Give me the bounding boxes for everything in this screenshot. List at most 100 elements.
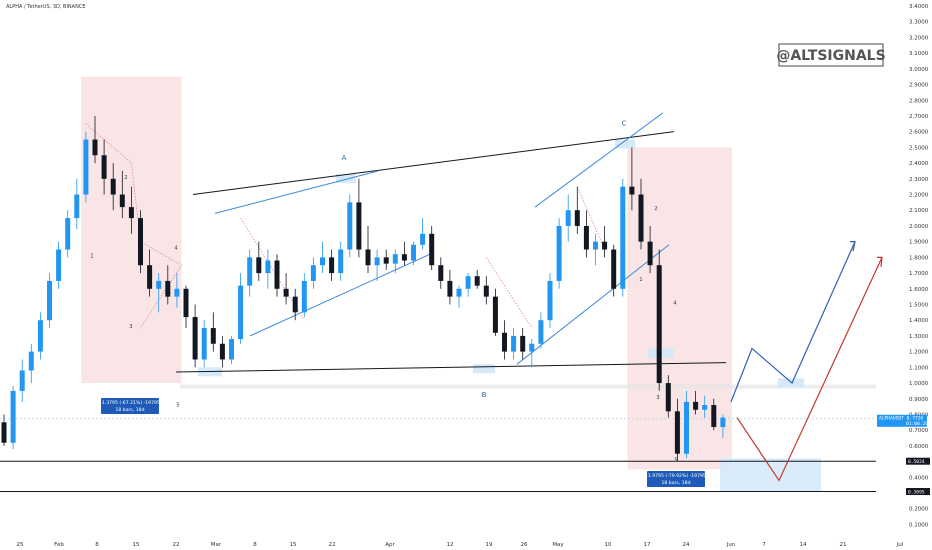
wave-label-2: 2: [654, 206, 657, 212]
last-price-tag-bg: [877, 414, 927, 427]
candle-body: [483, 285, 489, 297]
candle-body: [702, 405, 708, 410]
x-tick-label: May: [552, 542, 564, 548]
wave-label-3: 3: [656, 395, 659, 401]
bearish-projection-path: [736, 257, 883, 482]
channel-line-c-lower: [516, 244, 670, 365]
x-tick-label: 10: [605, 542, 612, 548]
candle: [147, 249, 153, 297]
candle: [338, 241, 344, 281]
candle-body: [128, 207, 134, 219]
wave-label-5: 5: [674, 458, 677, 464]
candle: [92, 115, 98, 164]
candle-body: [256, 257, 262, 274]
candle: [383, 249, 389, 270]
candle-body: [583, 225, 589, 250]
candle: [420, 218, 426, 250]
y-tick-label: 2.4000: [909, 161, 929, 167]
candle: [665, 375, 671, 418]
candle: [411, 241, 416, 266]
wave-label-4: 4: [673, 300, 676, 306]
x-tick-label: 22: [173, 542, 180, 548]
candle: [702, 395, 708, 418]
candle: [47, 273, 52, 329]
candle-body: [74, 194, 80, 219]
candle: [210, 312, 216, 352]
candle-body: [411, 244, 416, 261]
y-tick-label: 2.0000: [909, 224, 929, 230]
candle-body: [656, 265, 662, 384]
candle: [456, 285, 462, 308]
candle: [356, 178, 362, 258]
highlight-box: [336, 174, 356, 184]
x-tick-label: 7: [762, 542, 766, 548]
y-tick-label: 1.9000: [909, 240, 929, 246]
x-tick-label: Apr: [385, 542, 395, 548]
candle-body: [383, 257, 389, 264]
support-price-tag[interactable]: 0.5024: [906, 457, 930, 466]
candle-body: [292, 296, 298, 313]
candle-body: [147, 265, 153, 289]
candle: [28, 343, 34, 384]
candle-body: [665, 383, 671, 412]
candle: [119, 170, 125, 219]
candle: [128, 186, 134, 234]
support-price-tag[interactable]: 0.3095: [906, 488, 930, 496]
candle: [693, 390, 699, 415]
y-tick-label: 3.1000: [909, 51, 929, 57]
x-tick-label: 15: [290, 542, 297, 548]
wave-label-4: 4: [174, 246, 177, 252]
y-tick-label: 2.6000: [909, 130, 929, 136]
candle-body: [247, 257, 253, 286]
x-tick-label: 19: [486, 542, 493, 548]
candle-body: [474, 276, 480, 286]
resistance-band: [180, 384, 876, 389]
candle-body: [611, 249, 617, 289]
wave-guide-b: [486, 257, 533, 329]
candle-body: [338, 249, 344, 274]
candle: [447, 269, 453, 305]
x-tick-label: 25: [17, 542, 24, 548]
lower-trendline: [175, 362, 727, 373]
candle-body: [65, 218, 71, 250]
candle-body: [520, 335, 526, 352]
channel-line-c-upper: [534, 112, 664, 208]
x-tick-label: 12: [447, 542, 454, 548]
candle-body: [456, 288, 462, 297]
candle: [593, 233, 598, 266]
candle: [556, 218, 562, 289]
y-tick-label: 1.7000: [909, 271, 929, 277]
candle: [711, 398, 717, 431]
highlight-box: [615, 139, 635, 149]
y-tick-label: 1.3000: [909, 334, 929, 340]
candle-body: [556, 225, 562, 281]
x-tick-label: 15: [133, 542, 140, 548]
y-tick-label: 3.4000: [909, 4, 929, 10]
candle-body: [593, 241, 598, 250]
candle: [502, 320, 507, 360]
candle: [219, 335, 225, 368]
candle: [174, 273, 180, 308]
candle: [256, 241, 262, 281]
bullish-projection-arrowhead: [850, 241, 856, 252]
candle-body: [547, 280, 553, 321]
candle-body: [684, 401, 689, 454]
highlight-box: [473, 364, 495, 374]
x-tick-label: 14: [800, 542, 807, 548]
measure-box-line1: -1.9795 (-79.92%) -19795: [646, 473, 706, 479]
support-price-tag-bg: [906, 457, 930, 465]
candle: [65, 210, 71, 258]
measure-box-bg: [647, 471, 705, 487]
candle: [310, 257, 316, 289]
wave-label-5: 5: [176, 403, 179, 409]
watermark: @ALTSIGNALS: [776, 48, 885, 64]
candle-body: [301, 280, 307, 313]
candle-body: [647, 241, 653, 266]
candle: [229, 335, 234, 365]
candle-body: [238, 285, 244, 340]
candle-body: [283, 288, 289, 297]
x-tick-label: 8: [95, 542, 99, 548]
